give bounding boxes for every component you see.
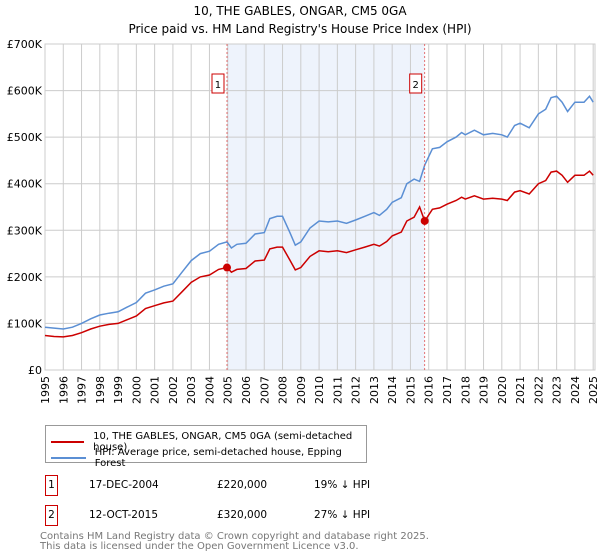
x-tick-label: 2005 xyxy=(222,376,235,404)
sale-point xyxy=(222,263,231,272)
legend-swatch-red xyxy=(51,441,85,443)
x-tick-label: 2006 xyxy=(240,376,253,404)
x-tick-label: 2000 xyxy=(130,376,143,404)
x-tick-label: 2018 xyxy=(459,376,472,404)
x-tick-label: 2012 xyxy=(350,376,363,404)
x-tick-label: 2023 xyxy=(551,376,564,404)
y-tick-label: £300K xyxy=(7,224,43,237)
x-tick-label: 2008 xyxy=(277,376,290,404)
footer: Contains HM Land Registry data © Crown c… xyxy=(40,532,429,552)
sale-label: 1 xyxy=(215,80,221,91)
legend-swatch-blue xyxy=(51,457,86,459)
x-tick-label: 2011 xyxy=(331,376,344,404)
legend-label-hpi: HPI: Average price, semi-detached house,… xyxy=(94,447,342,469)
price-chart: 10, THE GABLES, ONGAR, CM5 0GA Price pai… xyxy=(7,4,600,404)
x-tick-label: 2022 xyxy=(532,376,545,404)
x-tick-label: 2025 xyxy=(587,376,600,404)
legend-item-hpi: HPI: Average price, semi-detached house,… xyxy=(51,447,366,469)
x-tick-label: 1997 xyxy=(76,376,89,404)
sale-label-box xyxy=(211,73,225,94)
transaction-hpi-diff: 19% ↓ HPI xyxy=(314,479,371,491)
x-tick-label: 1999 xyxy=(112,376,125,404)
chart-legend: 10, THE GABLES, ONGAR, CM5 0GA (semi-det… xyxy=(45,425,367,469)
y-tick-label: £500K xyxy=(7,131,43,144)
x-tick-label: 1995 xyxy=(39,376,52,404)
y-tick-label: £400K xyxy=(7,178,43,191)
x-tick-label: 2016 xyxy=(423,376,436,404)
series-line xyxy=(44,170,594,338)
y-tick-label: £100K xyxy=(7,317,43,330)
y-tick-label: £0 xyxy=(28,364,42,377)
transaction-hpi-diff: 27% ↓ HPI xyxy=(314,509,371,521)
sale-label-box xyxy=(409,73,423,94)
chart-subtitle: Price paid vs. HM Land Registry's House … xyxy=(128,22,471,36)
x-tick-label: 2021 xyxy=(514,376,527,404)
x-tick-label: 2007 xyxy=(258,376,271,404)
x-tick-label: 2017 xyxy=(441,376,454,404)
x-tick-label: 1996 xyxy=(57,376,70,404)
x-tick-label: 2019 xyxy=(478,376,491,404)
x-tick-label: 2013 xyxy=(368,376,381,404)
series-line xyxy=(44,94,594,330)
transaction-price: £320,000 xyxy=(217,509,268,521)
x-tick-label: 2003 xyxy=(185,376,198,404)
x-tick-label: 2002 xyxy=(167,376,180,404)
y-tick-label: £200K xyxy=(7,271,43,284)
y-tick-label: £600K xyxy=(7,85,43,98)
footer-licence: This data is licensed under the Open Gov… xyxy=(40,541,359,552)
x-tick-label: 2009 xyxy=(295,376,308,404)
x-tick-label: 2024 xyxy=(569,376,582,404)
x-tick-label: 2004 xyxy=(203,376,216,404)
sale-point xyxy=(420,216,429,225)
x-tick-label: 2014 xyxy=(386,376,399,404)
legend-label-property: 10, THE GABLES, ONGAR, CM5 0GA (semi-det… xyxy=(93,431,353,453)
x-tick-label: 1998 xyxy=(94,376,107,404)
x-tick-label: 2001 xyxy=(149,376,162,404)
y-tick-label: £700K xyxy=(7,38,43,51)
transaction-date: 12-OCT-2015 xyxy=(89,509,158,521)
transaction-number: 1 xyxy=(45,475,58,496)
transaction-number: 2 xyxy=(45,505,58,526)
transaction-price: £220,000 xyxy=(217,479,268,491)
x-tick-label: 2020 xyxy=(496,376,509,404)
footer-copyright: Contains HM Land Registry data © Crown c… xyxy=(40,531,429,542)
shaded-period xyxy=(226,44,425,370)
transaction-date: 17-DEC-2004 xyxy=(89,479,159,491)
x-tick-label: 2010 xyxy=(313,376,326,404)
sale-label: 2 xyxy=(413,80,419,91)
x-tick-label: 2015 xyxy=(404,376,417,404)
legend-item-property: 10, THE GABLES, ONGAR, CM5 0GA (semi-det… xyxy=(51,431,366,453)
chart-title: 10, THE GABLES, ONGAR, CM5 0GA xyxy=(193,4,407,18)
